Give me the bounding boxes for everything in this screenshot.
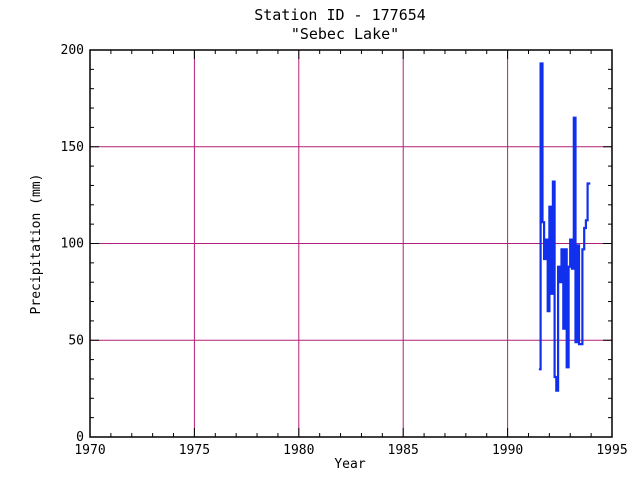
chart-subtitle: "Sebec Lake" (291, 25, 399, 43)
x-tick-label: 1970 (74, 443, 105, 458)
y-tick-label: 150 (61, 140, 84, 155)
x-tick-label: 1990 (492, 443, 523, 458)
y-tick-label: 200 (61, 43, 84, 58)
x-tick-label: 1995 (596, 443, 627, 458)
x-tick-label: 1975 (179, 443, 210, 458)
y-axis-label: Precipitation (mm) (29, 174, 44, 315)
chart-title: Station ID - 177654 (254, 6, 426, 24)
y-tick-label: 0 (76, 430, 84, 445)
x-tick-label: 1985 (388, 443, 419, 458)
tick-group: 1970 1975 1980 1985 1990 1995 0 50 100 150 200 (61, 43, 628, 458)
y-tick-label: 100 (61, 237, 84, 252)
x-axis-label: Year (334, 457, 365, 472)
series-group (538, 62, 591, 392)
grid-lines (90, 50, 612, 437)
series-line-0 (538, 62, 591, 392)
y-tick-label: 50 (68, 333, 84, 348)
x-tick-label: 1980 (283, 443, 314, 458)
